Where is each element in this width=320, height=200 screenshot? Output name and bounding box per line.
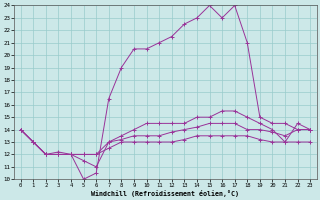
X-axis label: Windchill (Refroidissement éolien,°C): Windchill (Refroidissement éolien,°C) — [92, 190, 239, 197]
